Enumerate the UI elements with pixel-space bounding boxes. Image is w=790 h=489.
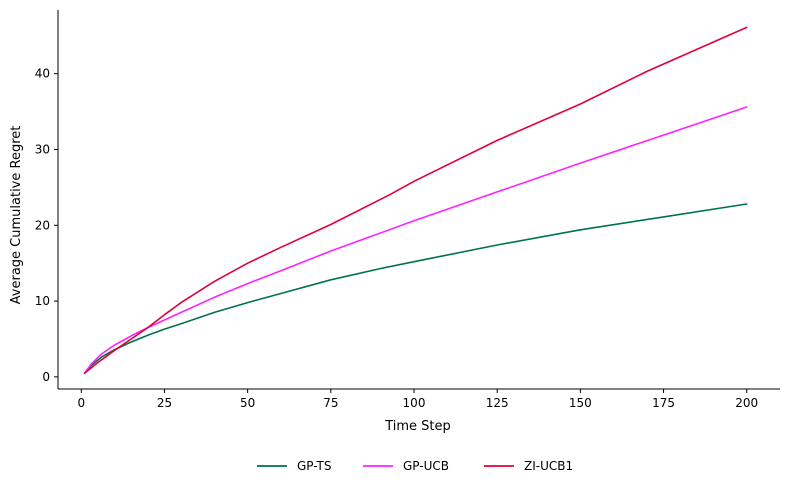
x-tick-label: 175 xyxy=(652,396,675,410)
x-tick-label: 0 xyxy=(77,396,85,410)
y-tick-label: 30 xyxy=(35,142,50,156)
series-line-zi-ucb1 xyxy=(83,26,748,374)
x-tick-label: 100 xyxy=(403,396,426,410)
legend-item-gp-ucb: GP-UCB xyxy=(363,459,449,473)
y-tick-label: 20 xyxy=(35,218,50,232)
x-tick-label: 125 xyxy=(486,396,509,410)
x-axis-label: Time Step xyxy=(384,419,451,434)
series-layer xyxy=(83,26,748,374)
y-axis-label: Average Cumulative Regret xyxy=(9,126,24,305)
x-tick-label: 75 xyxy=(323,396,338,410)
y-tick-label: 0 xyxy=(42,370,50,384)
x-tick-label: 200 xyxy=(735,396,758,410)
y-tick-label: 10 xyxy=(35,294,50,308)
ticks: 0 25 50 75 100 125 150 175 200 0 10 20 30 40 xyxy=(35,67,758,410)
axes xyxy=(57,10,780,390)
x-tick-label: 150 xyxy=(569,396,592,410)
legend-label: GP-TS xyxy=(297,459,331,473)
y-tick-label: 40 xyxy=(35,67,50,81)
legend: GP-TS GP-UCB ZI-UCB1 xyxy=(257,459,573,473)
legend-item-zi-ucb1: ZI-UCB1 xyxy=(484,459,573,473)
legend-label: GP-UCB xyxy=(403,459,449,473)
x-tick-label: 50 xyxy=(240,396,255,410)
legend-item-gp-ts: GP-TS xyxy=(257,459,331,473)
series-line-gp-ts xyxy=(83,203,748,374)
x-tick-label: 25 xyxy=(157,396,172,410)
legend-label: ZI-UCB1 xyxy=(524,459,573,473)
series-line-gp-ucb xyxy=(83,106,748,374)
